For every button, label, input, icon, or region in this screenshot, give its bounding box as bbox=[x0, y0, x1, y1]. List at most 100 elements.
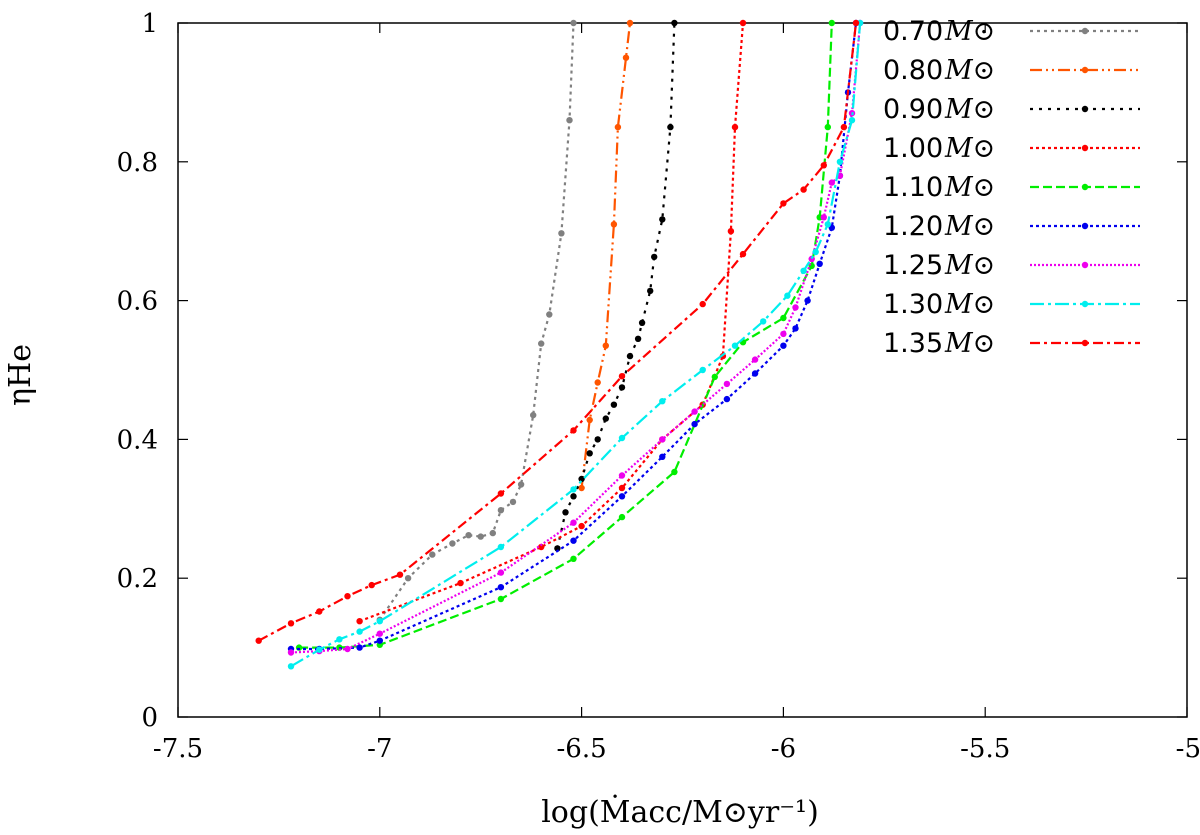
data-point bbox=[457, 579, 464, 587]
series-line bbox=[291, 22, 858, 651]
data-point bbox=[784, 292, 791, 299]
data-point bbox=[376, 630, 383, 637]
legend-swatch-point bbox=[1081, 261, 1089, 269]
data-point bbox=[618, 373, 626, 380]
series-0-70 bbox=[376, 19, 577, 623]
data-point bbox=[828, 19, 835, 27]
data-point bbox=[820, 214, 827, 221]
data-point bbox=[610, 221, 618, 228]
data-point bbox=[731, 342, 739, 349]
data-point bbox=[618, 434, 626, 442]
legend-entry: 1.25 M⊙ bbox=[883, 250, 1140, 281]
data-point bbox=[699, 300, 706, 308]
data-point bbox=[626, 19, 634, 27]
data-point bbox=[489, 529, 496, 537]
plot-area-frame bbox=[177, 22, 1188, 718]
data-point bbox=[356, 628, 363, 635]
data-point bbox=[812, 248, 819, 256]
data-point bbox=[396, 571, 404, 578]
legend-label: 0.80 bbox=[883, 55, 943, 86]
legend-unit: M⊙ bbox=[944, 211, 995, 242]
legend-label: 1.30 bbox=[883, 289, 943, 320]
legend: 0.70 M⊙0.80 M⊙0.90 M⊙1.00 M⊙1.10 M⊙1.20 M⊙1.25… bbox=[883, 16, 1140, 359]
data-point bbox=[780, 314, 787, 322]
data-point bbox=[848, 117, 856, 124]
legend-unit: M⊙ bbox=[944, 250, 995, 281]
data-point bbox=[691, 408, 698, 415]
data-point bbox=[634, 335, 642, 342]
series-line bbox=[580, 22, 632, 489]
data-point bbox=[562, 509, 569, 516]
legend-entry: 1.10 M⊙ bbox=[883, 172, 1140, 203]
data-point bbox=[671, 468, 678, 476]
legend-unit: M⊙ bbox=[944, 16, 995, 47]
data-point bbox=[509, 498, 517, 506]
data-point bbox=[477, 533, 484, 540]
data-point bbox=[727, 228, 735, 235]
data-point bbox=[594, 436, 601, 443]
data-point bbox=[449, 540, 456, 547]
x-tick-label: -7.5 bbox=[153, 734, 203, 764]
data-point bbox=[824, 123, 831, 131]
data-point bbox=[614, 123, 622, 131]
data-point bbox=[618, 513, 626, 521]
legend-unit: M⊙ bbox=[944, 289, 995, 320]
data-point bbox=[824, 221, 831, 228]
legend-entry: 0.90 M⊙ bbox=[883, 94, 1140, 125]
data-point bbox=[622, 54, 630, 61]
data-point bbox=[344, 593, 351, 600]
legend-unit: M⊙ bbox=[944, 94, 995, 125]
series-1-00 bbox=[356, 19, 747, 625]
data-point bbox=[429, 551, 436, 558]
series-line bbox=[359, 22, 745, 623]
data-point bbox=[497, 569, 505, 576]
data-point bbox=[465, 532, 472, 539]
x-tick-label: -5.5 bbox=[960, 734, 1010, 764]
data-point bbox=[800, 267, 807, 274]
series-1-10 bbox=[295, 19, 835, 651]
legend-label: 0.90 bbox=[883, 94, 943, 125]
data-point bbox=[368, 581, 375, 589]
data-point bbox=[651, 253, 658, 261]
legend-label: 0.70 bbox=[883, 16, 943, 47]
legend-entry: 1.30 M⊙ bbox=[883, 289, 1140, 320]
legend-swatch-point bbox=[1081, 66, 1089, 74]
data-point bbox=[602, 342, 609, 349]
data-point bbox=[751, 370, 759, 377]
legend-label: 1.10 bbox=[883, 172, 943, 203]
legend-label: 1.25 bbox=[883, 250, 943, 281]
data-point bbox=[618, 484, 626, 492]
data-point bbox=[820, 162, 827, 169]
data-point bbox=[626, 352, 634, 360]
data-point bbox=[836, 158, 844, 165]
data-point bbox=[804, 297, 811, 304]
data-point bbox=[840, 123, 848, 131]
data-point bbox=[497, 543, 505, 551]
data-point bbox=[594, 379, 601, 386]
legend-swatch-point bbox=[1081, 222, 1089, 230]
data-point bbox=[287, 620, 295, 627]
legend-unit: M⊙ bbox=[944, 133, 995, 164]
legend-entry: 0.70 M⊙ bbox=[883, 16, 1140, 47]
data-point bbox=[691, 420, 698, 428]
y-tick-label: 0 bbox=[141, 703, 158, 733]
data-point bbox=[570, 555, 577, 562]
data-point bbox=[570, 486, 577, 493]
data-point bbox=[586, 416, 593, 424]
x-tick-label: -6 bbox=[771, 734, 796, 764]
y-tick-label: 0.2 bbox=[117, 564, 158, 594]
data-point bbox=[723, 380, 731, 388]
legend-label: 1.00 bbox=[883, 133, 943, 164]
data-point bbox=[828, 179, 835, 186]
data-point bbox=[638, 319, 646, 326]
data-point bbox=[376, 618, 383, 625]
legend-label: 1.35 bbox=[883, 328, 943, 359]
legend-swatch-point bbox=[1081, 105, 1089, 113]
data-point bbox=[538, 340, 545, 347]
data-point bbox=[852, 19, 860, 27]
data-point bbox=[497, 584, 505, 591]
data-point bbox=[356, 644, 363, 651]
legend-swatch-point bbox=[1081, 27, 1089, 35]
data-point bbox=[497, 507, 505, 514]
y-tick-label: 0.8 bbox=[117, 148, 158, 178]
